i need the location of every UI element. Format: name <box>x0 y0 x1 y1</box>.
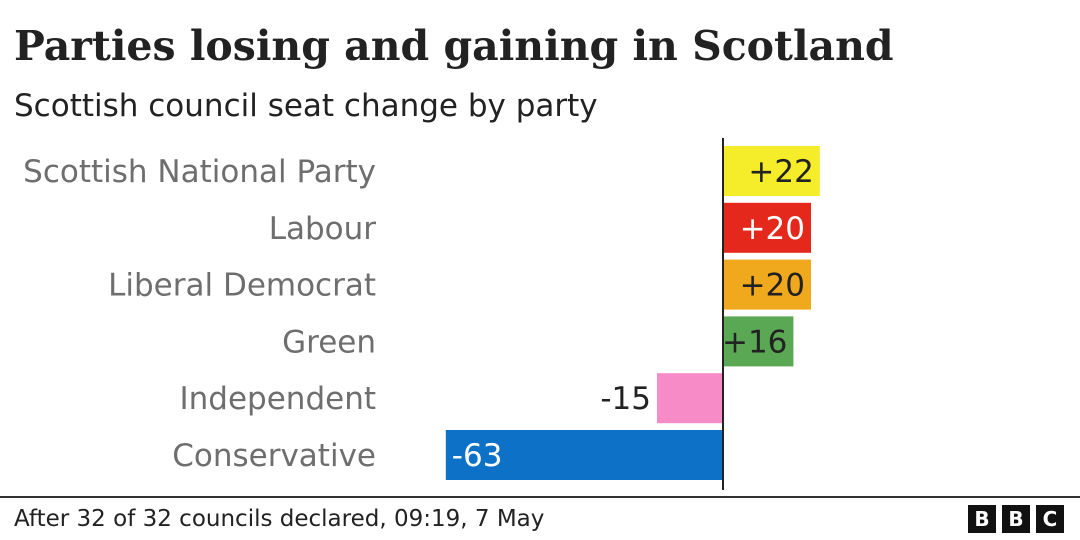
data-label: -15 <box>600 381 651 417</box>
logo-letter: B <box>968 505 996 533</box>
chart-title: Parties losing and gaining in Scotland <box>14 22 894 70</box>
source-note: After 32 of 32 councils declared, 09:19,… <box>14 506 545 532</box>
category-label: Liberal Democrat <box>108 268 376 304</box>
data-label: +20 <box>740 211 805 247</box>
category-label: Green <box>282 324 376 360</box>
logo-letter: C <box>1036 505 1064 533</box>
chart-subtitle: Scottish council seat change by party <box>14 88 598 124</box>
category-label: Scottish National Party <box>23 154 376 190</box>
bar-chart: Scottish National Party +22 Labour +20 Liber… <box>23 138 820 490</box>
bar <box>723 146 820 196</box>
bar <box>445 430 723 480</box>
data-label: +20 <box>740 268 805 304</box>
bar <box>723 202 811 253</box>
category-label: Labour <box>269 211 377 247</box>
data-label: +22 <box>748 154 813 190</box>
data-label: -63 <box>452 438 503 474</box>
category-label: Independent <box>180 381 377 417</box>
bar <box>723 316 794 367</box>
category-label: Conservative <box>172 438 376 474</box>
data-label: +16 <box>722 324 787 360</box>
footer-divider <box>0 496 1080 498</box>
bar <box>723 259 811 310</box>
bbc-logo: B B C <box>968 505 1064 533</box>
bar <box>657 373 723 424</box>
logo-letter: B <box>1002 505 1030 533</box>
